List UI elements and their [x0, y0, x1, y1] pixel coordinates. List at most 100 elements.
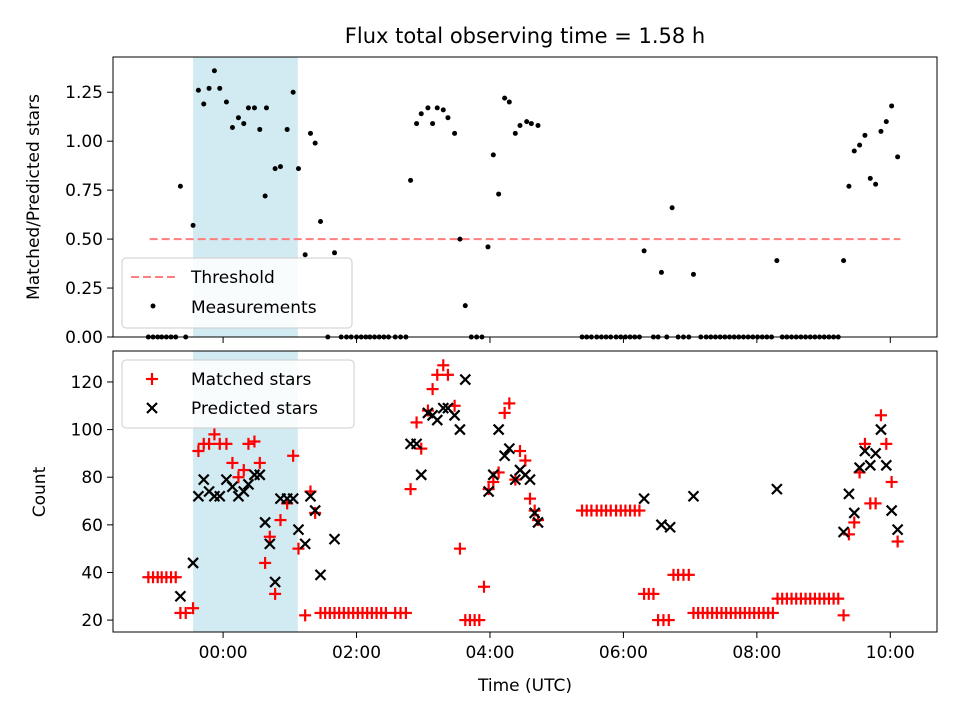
ratio-legend-box	[121, 257, 353, 329]
matched-star-point	[287, 449, 300, 462]
predicted-star-point	[259, 516, 271, 529]
x-axis-label: Time (UTC)	[477, 676, 572, 696]
predicted-star-point	[655, 519, 668, 531]
predicted-star-point	[192, 490, 205, 503]
matched-star-point	[292, 542, 305, 555]
count-axes-frame	[112, 350, 938, 633]
matched-star-point	[187, 602, 200, 615]
matched-star-point	[885, 475, 898, 488]
predicted-star-point	[482, 485, 495, 498]
matched-star-point	[473, 614, 486, 627]
matched-star-point	[524, 492, 537, 505]
matched-star-point	[441, 368, 454, 381]
count-x-tick-label: 00:00	[199, 643, 248, 663]
predicted-star-point	[848, 507, 861, 519]
predicted-star-point	[524, 473, 536, 486]
measurement-point	[290, 89, 296, 95]
matched-star-point	[503, 397, 516, 410]
measurement-point	[462, 303, 468, 309]
matched-star-point	[274, 514, 287, 527]
count-y-tick-label: 80	[81, 468, 103, 488]
predicted-star-point	[415, 469, 428, 481]
predicted-star-point	[885, 504, 898, 517]
measurement-point	[211, 68, 217, 74]
measurement-point	[257, 126, 263, 132]
predicted-star-point	[242, 478, 255, 491]
ratio-y-tick-label: 0.25	[65, 279, 103, 299]
measurement-point	[440, 107, 446, 113]
measurement-point	[295, 166, 301, 172]
ratio-y-axis-label: Matched/Predicted stars	[24, 94, 44, 300]
measurement-point	[262, 193, 268, 199]
ratio-legend: Threshold Measurements	[121, 257, 353, 329]
predicted-star-point	[174, 590, 187, 603]
matched-star-point	[192, 445, 205, 458]
matched-star-point	[647, 587, 660, 600]
predicted-star-point	[864, 459, 877, 472]
threshold-legend-label: Threshold	[190, 268, 275, 288]
predicted-legend-label: Predicted stars	[191, 399, 318, 419]
matched-star-point	[528, 504, 541, 517]
measurement-point	[425, 105, 431, 111]
predicted-star-point	[843, 488, 855, 500]
ratio-y-tick-label: 1.00	[65, 132, 103, 152]
measurement-point	[284, 126, 290, 132]
measurements-legend-label: Measurements	[191, 298, 317, 318]
predicted-star-point	[891, 523, 904, 536]
predicted-star-point	[448, 409, 461, 422]
matched-star-point	[248, 435, 261, 448]
measurement-point	[312, 140, 318, 146]
measurement-point	[895, 154, 901, 160]
predicted-star-point	[187, 557, 199, 569]
matched-star-point	[208, 428, 221, 441]
measurement-point	[878, 128, 884, 134]
predicted-star-point	[226, 480, 239, 493]
matched-star-point	[179, 606, 192, 619]
matched-star-point	[858, 437, 871, 450]
measurement-point	[414, 121, 420, 127]
measurement-point	[434, 105, 440, 111]
count-y-tick-label: 20	[81, 611, 103, 631]
predicted-star-point	[287, 492, 299, 505]
measurement-point	[535, 123, 541, 129]
count-legend: Matched stars Predicted stars	[121, 359, 355, 429]
matched-star-point	[477, 580, 490, 593]
measurement-point	[445, 115, 451, 121]
matched-star-point	[259, 556, 272, 569]
matched-star-point	[263, 530, 276, 543]
matched-star-point	[426, 383, 439, 396]
measurement-point	[867, 175, 873, 181]
predicted-star-point	[528, 507, 541, 519]
measurement-point	[223, 99, 229, 105]
count-x-tick-label: 08:00	[732, 643, 781, 663]
matched-star-point	[837, 609, 850, 622]
predicted-star-point	[638, 492, 650, 505]
matched-star-point	[891, 535, 904, 548]
count-x-tick-label: 10:00	[866, 643, 915, 663]
matched-star-point	[309, 506, 322, 519]
measurement-point	[658, 269, 664, 275]
count-x-tick-label: 06:00	[599, 643, 648, 663]
matched-star-point	[232, 471, 245, 484]
count-marks	[142, 359, 904, 627]
matched-star-point	[399, 606, 412, 619]
matched-star-point	[832, 592, 845, 605]
measurement-point	[332, 250, 338, 256]
measurement-point	[177, 183, 183, 189]
predicted-star-point	[459, 373, 472, 386]
matched-star-point	[220, 437, 233, 450]
ratio-y-tick-label: 0.75	[65, 181, 103, 201]
measurement-point	[263, 105, 269, 111]
measurement-point	[408, 177, 414, 183]
measurement-point	[485, 244, 491, 250]
predicted-star-point	[837, 526, 850, 538]
predicted-star-point	[213, 490, 226, 503]
count-x-ticks: 00:00 02:00 04:00 06:00 08:00 10:00	[199, 632, 915, 663]
predicted-star-point	[509, 473, 522, 486]
predicted-star-point	[328, 533, 341, 545]
matched-star-point	[498, 406, 511, 419]
measurement-point	[641, 248, 647, 254]
measurement-point	[490, 152, 496, 158]
matched-legend-swatch	[146, 373, 158, 385]
measurement-point	[195, 87, 201, 93]
